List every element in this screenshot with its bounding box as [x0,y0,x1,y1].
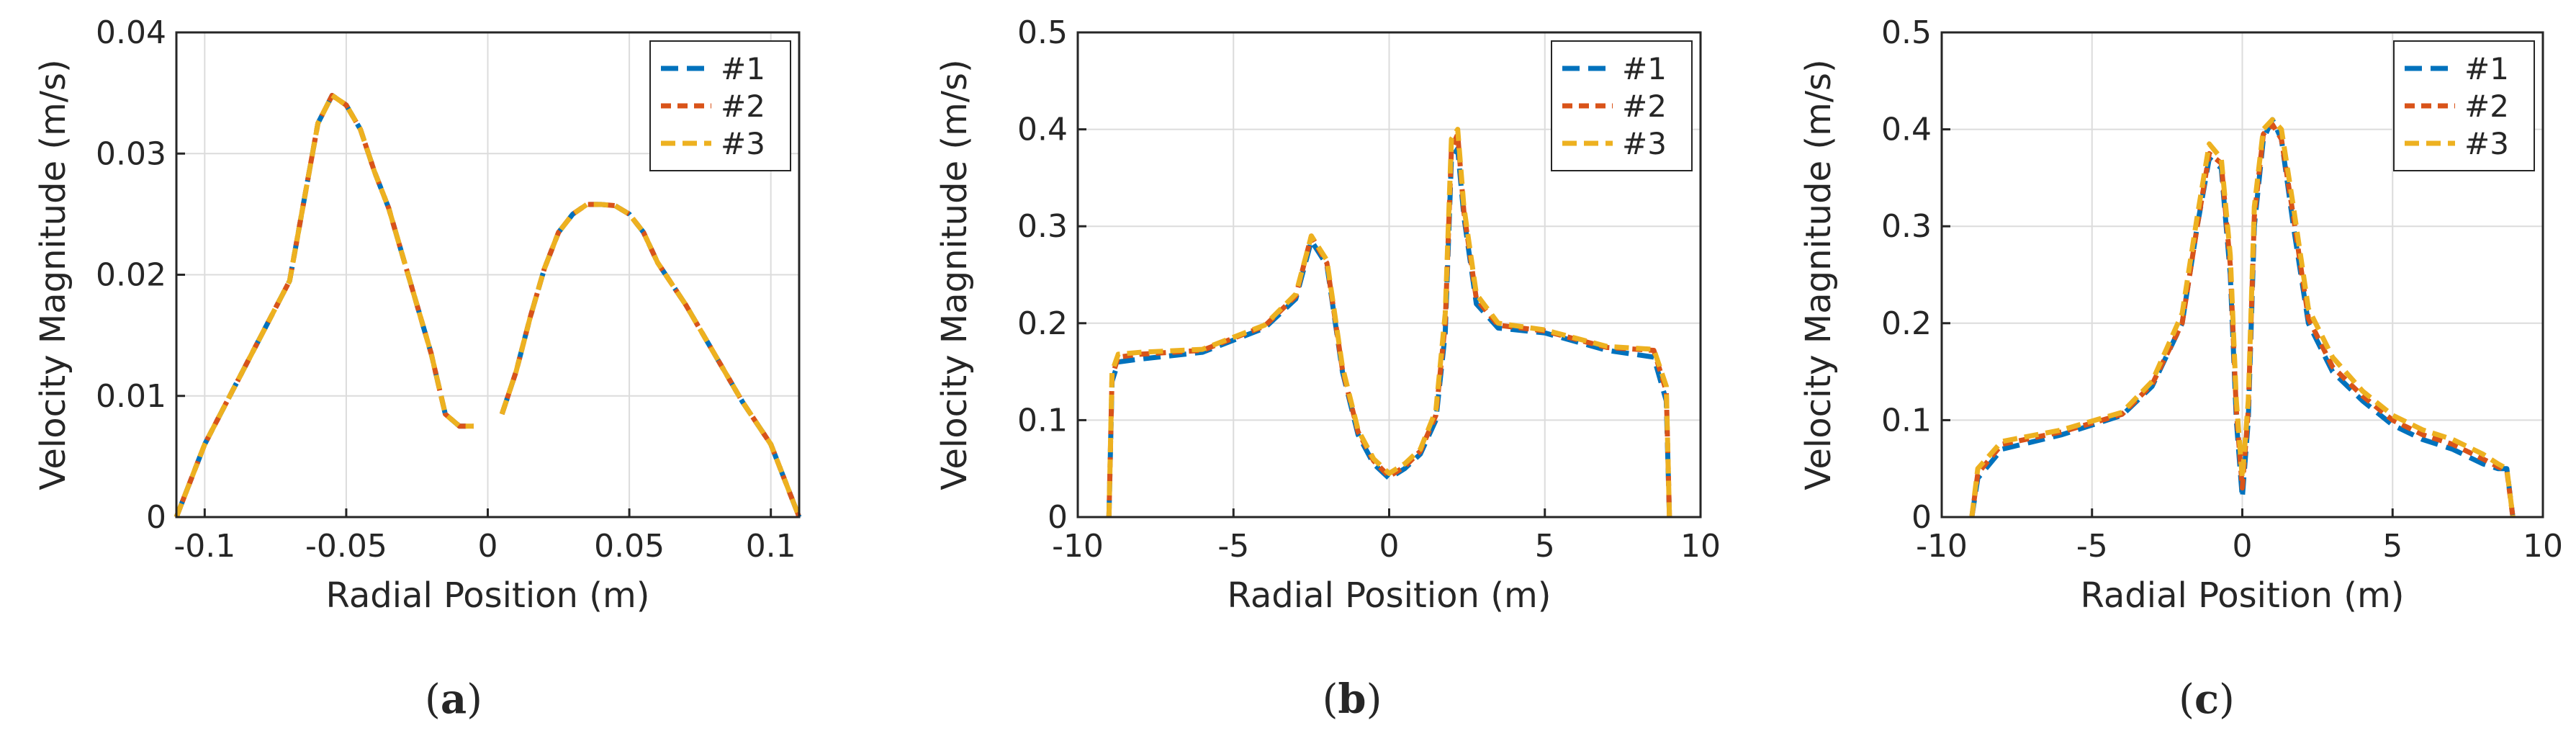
series-line-3 [1969,117,2516,518]
panel-label: b [1338,676,1366,723]
x-tick-label: -10 [1916,528,1968,565]
panel-caption: (a) [425,676,482,723]
x-tick-label: 0 [478,528,498,565]
panel-caption: (b) [1323,676,1382,723]
x-axis-label: Radial Position (m) [326,575,650,616]
chart-panel-b: -10 -5 0 5 10 0 0.1 0.2 0.3 0.4 0.5 Radial Position… [935,14,1721,723]
x-tick-label: -5 [2076,528,2108,565]
x-tick-label: 10 [1680,528,1721,565]
x-axis-label: Radial Position (m) [1228,575,1552,616]
legend: #1#2#3 [649,40,791,171]
x-tick-label: 10 [2523,528,2563,565]
y-tick-label: 0.4 [1881,112,1932,148]
x-tick-label: -0.05 [305,528,387,565]
series-line-2 [1969,122,2516,518]
y-tick-label: 0.3 [1881,208,1932,245]
panel-caption: (c) [2179,676,2235,723]
legend-label-2: #2 [721,89,765,124]
x-tick-label: -5 [1217,528,1249,565]
legend: #1#2#3 [2393,40,2535,171]
x-axis-label: Radial Position (m) [2081,575,2405,616]
legend-label-3: #3 [1622,126,1667,161]
panel-label: a [441,676,467,723]
x-tick-label: -10 [1052,528,1104,565]
y-tick-label: 0.2 [1881,305,1932,342]
x-tick-label: 5 [1535,528,1555,565]
x-tick-label: 0 [2233,528,2253,565]
legend-label-1: #1 [1622,51,1667,86]
legend-label-3: #3 [721,126,765,161]
series-line-3 [174,93,802,519]
x-tick-label: 0.05 [594,528,665,565]
y-tick-label: 0.04 [96,14,166,51]
y-axis-label: Velocity Magnitude (m/s) [33,59,73,490]
y-tick-label: 0.3 [1017,208,1068,245]
legend-box [1551,40,1693,171]
x-tick-label: 0.1 [746,528,796,565]
legend-box [649,40,791,171]
series-line-3 [1106,127,1672,518]
x-tick-label: 0 [1379,528,1400,565]
y-tick-label: 0.01 [96,378,166,415]
y-axis-label: Velocity Magnitude (m/s) [935,59,975,490]
chart-panel-c: -10 -5 0 5 10 0 0.1 0.2 0.3 0.4 0.5 Radial Position… [1798,14,2563,723]
y-tick-label: 0.1 [1881,402,1932,439]
y-tick-label: 0 [146,499,166,536]
y-tick-label: 0.5 [1017,14,1068,51]
legend-label-2: #2 [2464,89,2509,124]
legend-label-3: #3 [2464,126,2509,161]
y-tick-label: 0.1 [1017,402,1068,439]
y-tick-label: 0 [1048,499,1068,536]
y-tick-label: 0.4 [1017,112,1068,148]
y-tick-label: 0.03 [96,135,166,172]
legend-label-1: #1 [721,51,765,86]
legend-label-1: #1 [2464,51,2509,86]
y-tick-label: 0 [1911,499,1932,536]
y-tick-label: 0.2 [1017,305,1068,342]
legend-box [2393,40,2535,171]
chart-panel-a: -0.1 -0.05 0 0.05 0.1 0 0.01 0.02 0.03 0.04 Radial… [33,14,802,723]
y-tick-label: 0.02 [96,257,166,294]
legend: #1#2#3 [1551,40,1693,171]
x-tick-label: -0.1 [174,528,235,565]
y-axis-label: Velocity Magnitude (m/s) [1798,59,1839,490]
panel-label: c [2194,676,2219,723]
x-tick-label: 5 [2382,528,2402,565]
y-tick-label: 0.5 [1881,14,1932,51]
legend-label-2: #2 [1622,89,1667,124]
